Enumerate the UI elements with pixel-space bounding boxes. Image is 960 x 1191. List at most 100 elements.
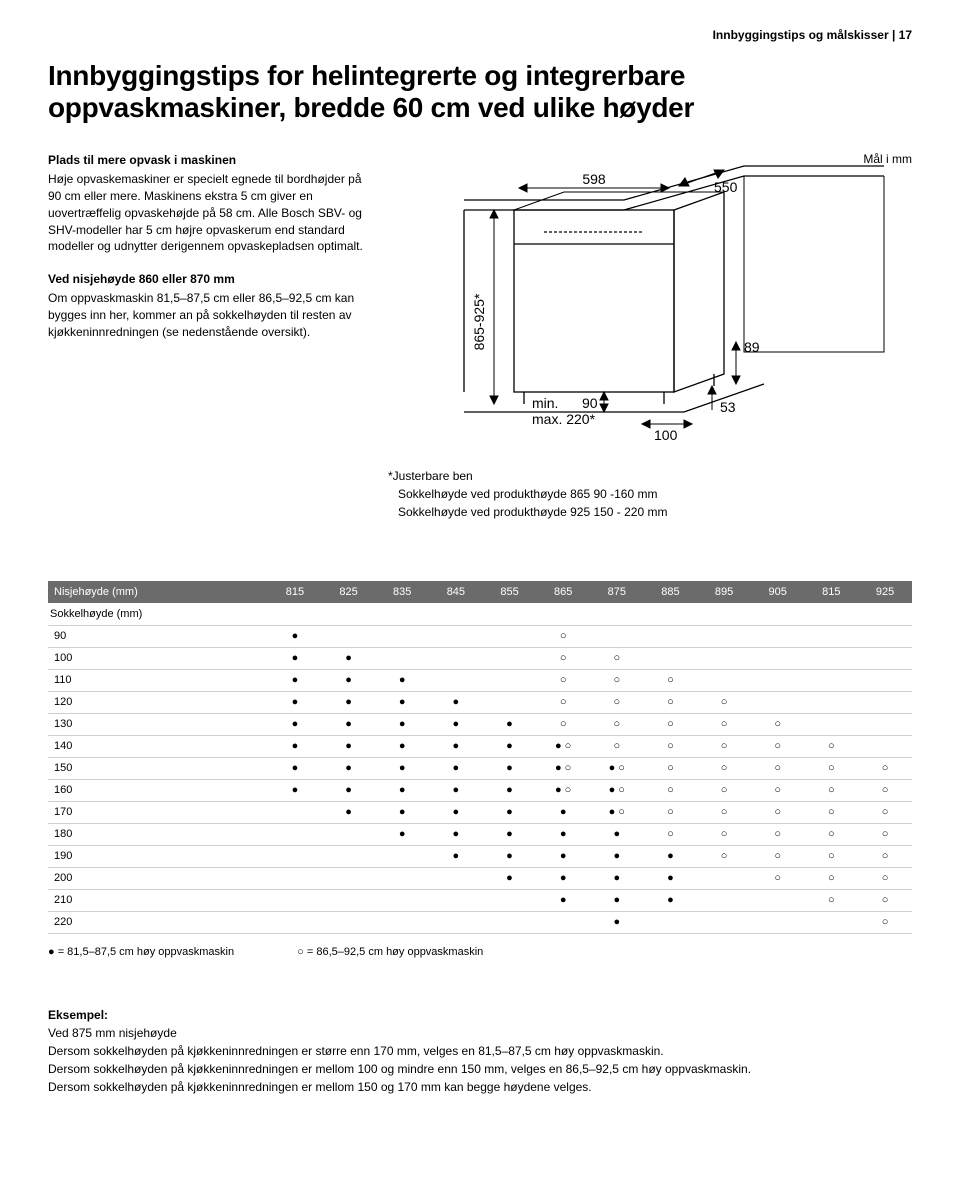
table-cell: ○ — [805, 823, 859, 845]
table-cell: ● — [322, 801, 376, 823]
table-cell: ● — [483, 713, 537, 735]
table-cell — [751, 889, 805, 911]
dim-width: 598 — [582, 171, 606, 187]
table-cell — [644, 911, 698, 933]
table-cell: ● — [375, 669, 429, 691]
table-cell: ○ — [536, 625, 590, 647]
table-cell: ○ — [697, 713, 751, 735]
page-header: Innbyggingstips og målskisser | 17 — [48, 28, 912, 42]
table-cell: ○ — [751, 735, 805, 757]
table-cell: ● — [536, 845, 590, 867]
table-cell: ● — [536, 801, 590, 823]
table-cell: ● — [268, 779, 322, 801]
table-cell: ● — [590, 845, 644, 867]
table-cell: ● — [429, 779, 483, 801]
dim-base: 53 — [720, 399, 736, 415]
table-cell: ○ — [805, 845, 859, 867]
table-cell — [322, 625, 376, 647]
table-cell: ○ — [858, 889, 912, 911]
table-col-header: 855 — [483, 581, 537, 603]
table-cell: ● — [429, 691, 483, 713]
table-cell — [322, 911, 376, 933]
table-cell — [429, 867, 483, 889]
table-cell: ● — [590, 911, 644, 933]
table-cell — [697, 889, 751, 911]
table-cell: ● — [375, 823, 429, 845]
table-col-header: 905 — [751, 581, 805, 603]
example-section: Eksempel: Ved 875 mm nisjehøyde Dersom s… — [48, 1006, 912, 1096]
compatibility-table: Nisjehøyde (mm) 815825835845855865875885… — [48, 581, 912, 934]
table-cell: ○ — [805, 779, 859, 801]
table-cell: ○ — [751, 713, 805, 735]
table-cell: ● — [590, 889, 644, 911]
table-cell — [858, 669, 912, 691]
table-cell: ● — [322, 647, 376, 669]
row-header: 110 — [48, 669, 268, 691]
table-col-header: 885 — [644, 581, 698, 603]
row-header: 210 — [48, 889, 268, 911]
table-cell — [375, 889, 429, 911]
table-cell: ○ — [644, 691, 698, 713]
table-cell — [858, 625, 912, 647]
row-header: 90 — [48, 625, 268, 647]
table-cell — [805, 691, 859, 713]
row-header: 160 — [48, 779, 268, 801]
table-cell — [697, 911, 751, 933]
table-cell: ● — [375, 801, 429, 823]
table-cell — [697, 625, 751, 647]
table-col-header: 815 — [805, 581, 859, 603]
table-cell: ● — [590, 867, 644, 889]
table-cell: ○ — [644, 823, 698, 845]
intro-heading-1: Plads til mere opvask i maskinen — [48, 152, 368, 169]
table-cell: ○ — [751, 823, 805, 845]
table-cell: ● — [375, 735, 429, 757]
table-cell: ● — [268, 625, 322, 647]
row-header: 150 — [48, 757, 268, 779]
table-cell — [322, 889, 376, 911]
table-cell: ○ — [751, 757, 805, 779]
table-cell: ○ — [697, 691, 751, 713]
table-cell — [429, 647, 483, 669]
table-cell: ● — [322, 779, 376, 801]
table-cell: ○ — [751, 867, 805, 889]
page-title: Innbyggingstips for helintegrerte og int… — [48, 60, 912, 124]
intro-text: Plads til mere opvask i maskinen Høje op… — [48, 152, 368, 457]
table-cell — [751, 691, 805, 713]
table-cell: ● — [268, 757, 322, 779]
table-cell: ● — [483, 757, 537, 779]
dim-gap: 100 — [654, 427, 678, 443]
table-cell: ● — [644, 889, 698, 911]
table-cell — [322, 823, 376, 845]
table-cell — [483, 691, 537, 713]
table-cell — [858, 735, 912, 757]
example-title: Eksempel: — [48, 1006, 912, 1024]
row-header: 170 — [48, 801, 268, 823]
table-row: 110●●●○○○ — [48, 669, 912, 691]
table-cell: ○ — [590, 735, 644, 757]
table-cell — [483, 625, 537, 647]
table-cell — [805, 669, 859, 691]
row-header: 130 — [48, 713, 268, 735]
legend-hollow: ○ = 86,5–92,5 cm høy oppvaskmaskin — [297, 946, 483, 958]
example-line-3: Dersom sokkelhøyden på kjøkkeninnredning… — [48, 1078, 912, 1096]
table-cell: ● ○ — [590, 757, 644, 779]
table-cell — [805, 625, 859, 647]
table-cell — [483, 647, 537, 669]
table-row: 180●●●●●○○○○○ — [48, 823, 912, 845]
table-cell — [375, 625, 429, 647]
table-row: 100●●○○ — [48, 647, 912, 669]
row-header: 200 — [48, 867, 268, 889]
table-col-header: 875 — [590, 581, 644, 603]
table-cell: ● — [322, 735, 376, 757]
table-cell: ● — [429, 801, 483, 823]
unit-label: Mål i mm — [863, 152, 912, 166]
table-cell: ● — [268, 647, 322, 669]
row-header: 220 — [48, 911, 268, 933]
dim-height: 865-925* — [471, 293, 487, 350]
table-cell — [644, 625, 698, 647]
table-cell: ● — [268, 691, 322, 713]
table-cell — [429, 911, 483, 933]
table-cell: ● — [429, 845, 483, 867]
table-cell: ● — [483, 801, 537, 823]
table-cell: ● — [483, 779, 537, 801]
